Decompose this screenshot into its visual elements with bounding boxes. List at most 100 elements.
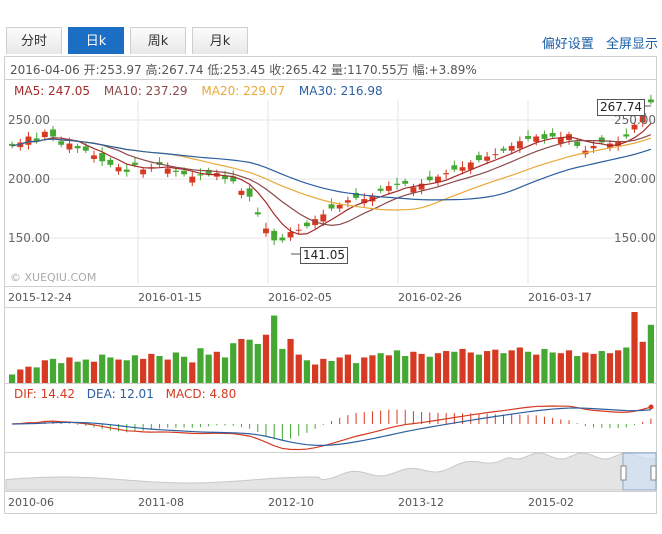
candle-body bbox=[107, 159, 114, 165]
timeline-handle-left bbox=[620, 465, 627, 481]
candle-body bbox=[33, 138, 40, 142]
candle-body bbox=[303, 222, 310, 227]
open-label: 开: bbox=[83, 63, 100, 77]
y-tick-left-250: 250.00 bbox=[8, 113, 50, 127]
candle-body bbox=[230, 176, 237, 182]
divider bbox=[4, 286, 657, 287]
candle-body bbox=[426, 176, 433, 181]
dif-label: DIF: 14.42 bbox=[14, 387, 75, 401]
candle-body bbox=[254, 212, 261, 215]
macd-legend: DIF: 14.42 DEA: 12.01 MACD: 4.80 bbox=[14, 387, 244, 401]
tab-daily[interactable]: 日k bbox=[68, 27, 124, 54]
volume-bar bbox=[598, 351, 605, 383]
timeline-label-1: 2011-08 bbox=[138, 496, 184, 509]
volume-bar bbox=[320, 358, 327, 383]
fullscreen-link[interactable]: 全屏显示 bbox=[605, 37, 658, 52]
candle-body bbox=[451, 165, 458, 170]
open-value: 253.97 bbox=[99, 63, 142, 77]
volume-bar bbox=[361, 357, 368, 383]
candle-body bbox=[140, 169, 147, 175]
volume-bar bbox=[344, 354, 351, 383]
high-label: 高: bbox=[145, 63, 162, 77]
ma5-label: MA5: 247.05 bbox=[14, 84, 91, 98]
volume-bar bbox=[541, 348, 548, 383]
timeline-handle-right bbox=[650, 465, 657, 481]
volume-bar bbox=[205, 354, 212, 383]
candle-body bbox=[131, 162, 138, 165]
volume-bar bbox=[352, 363, 360, 383]
volume-bar bbox=[336, 357, 343, 383]
timeline-label-4: 2015-02 bbox=[528, 496, 574, 509]
volume-bar bbox=[467, 352, 474, 383]
candle-body bbox=[41, 131, 48, 138]
dea-line bbox=[12, 407, 651, 446]
high-value: 267.74 bbox=[161, 63, 204, 77]
volume-bar bbox=[377, 353, 384, 383]
watermark: © XUEQIU.COM bbox=[10, 271, 97, 284]
candle-body bbox=[484, 156, 491, 161]
volume-bar bbox=[516, 347, 523, 383]
dea-label: DEA: 12.01 bbox=[86, 387, 154, 401]
candle-body bbox=[557, 137, 564, 144]
candle-body bbox=[639, 112, 646, 123]
volume-bar bbox=[393, 350, 401, 383]
candle-body bbox=[123, 169, 130, 172]
candle-body bbox=[623, 134, 630, 137]
candle-body bbox=[418, 183, 425, 190]
ma5-line bbox=[11, 123, 652, 235]
divider bbox=[4, 383, 657, 384]
volume-bar bbox=[148, 353, 155, 383]
candle-body bbox=[574, 141, 581, 146]
volume-value: 1170.55万 bbox=[347, 63, 409, 77]
candle-body bbox=[238, 190, 245, 195]
candle-body bbox=[320, 214, 327, 222]
candle-body bbox=[91, 155, 97, 159]
candle-body bbox=[115, 167, 122, 172]
divider bbox=[4, 79, 657, 80]
ma20-label: MA20: 229.07 bbox=[201, 84, 286, 98]
high-price-label: 267.74 bbox=[597, 99, 645, 116]
ma30-line bbox=[11, 138, 652, 201]
volume-bar bbox=[41, 360, 48, 383]
candle-body bbox=[328, 204, 335, 209]
chart-frame bbox=[4, 56, 657, 514]
volume-bar bbox=[524, 351, 532, 383]
candle-body bbox=[615, 141, 622, 146]
candle-body bbox=[295, 229, 302, 231]
candle-body bbox=[344, 200, 351, 203]
volume-bar bbox=[508, 350, 515, 383]
candle-body bbox=[82, 146, 89, 151]
candle-body bbox=[271, 230, 278, 241]
candle-body bbox=[385, 186, 392, 191]
candle-body bbox=[222, 175, 228, 179]
preference-link[interactable]: 偏好设置 bbox=[541, 37, 594, 52]
candle-body bbox=[336, 204, 343, 209]
tab-monthly[interactable]: 月k bbox=[192, 27, 248, 54]
volume-bar bbox=[434, 353, 442, 383]
divider bbox=[4, 307, 657, 308]
tab-weekly[interactable]: 周k bbox=[130, 27, 186, 54]
timeline-area bbox=[5, 452, 657, 491]
candle-body bbox=[492, 154, 499, 156]
ma-legend: MA5: 247.05 MA10: 237.29 MA20: 229.07 MA… bbox=[14, 84, 393, 98]
candle-body bbox=[525, 136, 532, 139]
volume-bar bbox=[49, 358, 57, 383]
change-value: +3.89% bbox=[428, 63, 477, 77]
candle-body bbox=[205, 170, 212, 175]
volume-bar bbox=[369, 355, 376, 383]
low-label: 低: bbox=[207, 63, 224, 77]
volume-bar bbox=[156, 356, 163, 383]
candle-body bbox=[279, 237, 286, 241]
volume-bar bbox=[402, 356, 409, 383]
y-tick-right-200: 200.00 bbox=[614, 172, 656, 186]
volume-bar bbox=[443, 351, 450, 383]
volume-bar bbox=[99, 354, 106, 383]
low-value: 253.45 bbox=[223, 63, 266, 77]
candle-body bbox=[164, 168, 171, 174]
ma10-label: MA10: 237.29 bbox=[103, 84, 188, 98]
volume-bar bbox=[25, 366, 32, 383]
volume-bar bbox=[295, 354, 302, 383]
tab-timeshare[interactable]: 分时 bbox=[6, 27, 62, 54]
y-tick-right-250: 250.00 bbox=[614, 113, 656, 127]
volume-bar bbox=[303, 360, 311, 383]
